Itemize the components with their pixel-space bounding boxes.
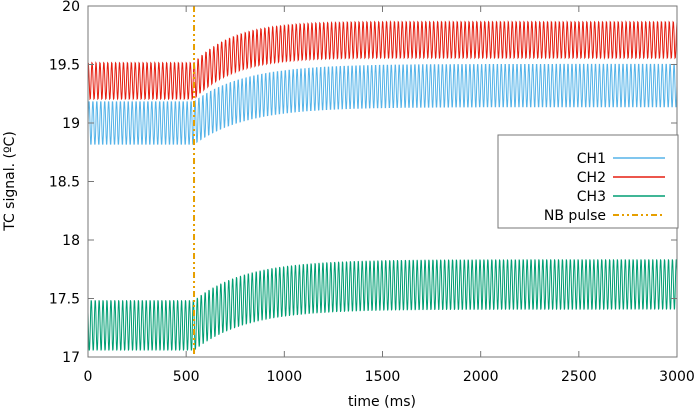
y-tick-label: 17 <box>62 350 80 366</box>
y-tick-label: 19 <box>62 116 80 132</box>
y-tick-label: 17.5 <box>49 292 80 308</box>
x-tick-label: 500 <box>173 369 200 385</box>
legend-label-ch3: CH3 <box>577 189 606 205</box>
series-line-ch2 <box>87 20 678 101</box>
y-tick-label: 20 <box>62 0 80 15</box>
y-axis-label: TC signal. (ºC) <box>2 131 18 232</box>
y-tick-label: 18 <box>62 233 80 249</box>
x-tick-label: 2500 <box>561 369 597 385</box>
y-tick-label: 19.5 <box>49 58 80 74</box>
x-tick-label: 0 <box>84 369 93 385</box>
x-tick-label: 3000 <box>659 369 695 385</box>
legend-label-ch1: CH1 <box>577 151 606 167</box>
legend: CH1 CH2 CH3 NB pulse <box>497 134 679 229</box>
x-tick-label: 1000 <box>267 369 303 385</box>
y-tick-label: 18.5 <box>49 175 80 191</box>
x-axis-label: time (ms) <box>348 394 416 410</box>
legend-label-nb-pulse: NB pulse <box>544 208 606 224</box>
series-line-ch1 <box>87 63 678 145</box>
x-tick-label: 2000 <box>463 369 499 385</box>
series-line-ch3 <box>87 259 678 351</box>
legend-label-ch2: CH2 <box>577 170 606 186</box>
x-tick-label: 1500 <box>365 369 401 385</box>
legend-box <box>497 134 679 229</box>
